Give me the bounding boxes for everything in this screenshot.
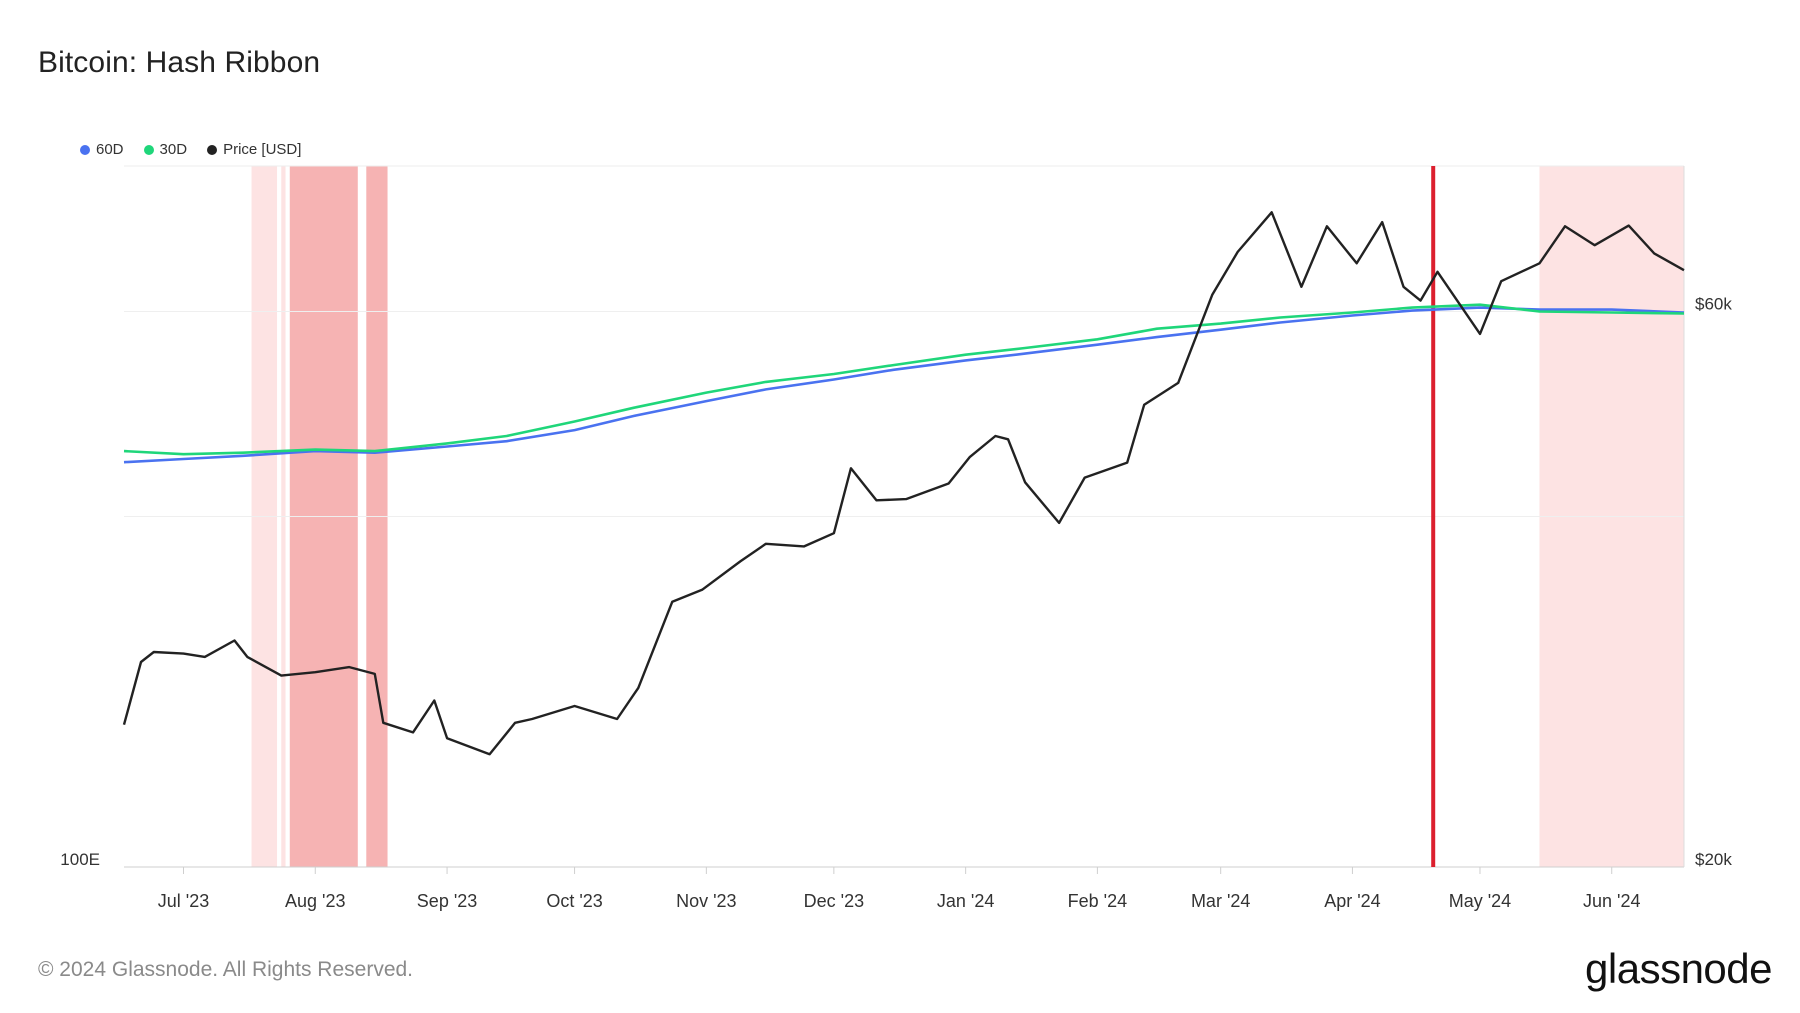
legend-item-30d[interactable]: 30D xyxy=(143,141,188,158)
right-axis-tick-label: $60k xyxy=(1695,294,1732,313)
left-axis-tick-label: 100E xyxy=(60,850,100,869)
legend-swatch-price xyxy=(207,144,218,155)
glassnode-logo[interactable]: glassnode xyxy=(1585,945,1772,992)
grid-lines xyxy=(124,165,1685,868)
y-axes: 100E $20k $60k xyxy=(60,294,1732,869)
x-tick-label: Aug '23 xyxy=(285,891,346,911)
x-tick-label: Nov '23 xyxy=(676,891,736,911)
page-title: Bitcoin: Hash Ribbon xyxy=(38,46,321,79)
x-tick-label: May '24 xyxy=(1449,891,1511,911)
chart-legend: 60D 30D Price [USD] xyxy=(80,141,301,158)
series-lines xyxy=(122,211,1685,756)
x-tick-label: Oct '23 xyxy=(546,891,602,911)
right-axis-tick-label: $20k xyxy=(1695,850,1732,869)
series-line-60d xyxy=(123,306,1685,464)
copyright-notice: © 2024 Glassnode. All Rights Reserved. xyxy=(38,958,414,981)
legend-item-60d[interactable]: 60D xyxy=(80,141,124,158)
series-line-30d xyxy=(123,303,1685,456)
x-tick-label: Jun '24 xyxy=(1583,891,1640,911)
legend-label-30d: 30D xyxy=(159,141,188,158)
series-line-price-usd xyxy=(122,211,1685,756)
x-tick-label: Apr '24 xyxy=(1324,891,1380,911)
legend-swatch-60d xyxy=(80,144,90,155)
legend-label-price: Price [USD] xyxy=(223,141,302,158)
legend-label-60d: 60D xyxy=(96,141,124,158)
x-tick-label: Sep '23 xyxy=(417,891,478,911)
x-axis: Jul '23 Aug '23 Sep '23 Oct '23 Nov '23 Dec '… xyxy=(158,867,1640,911)
legend-swatch-30d xyxy=(143,144,154,155)
x-tick-label: Jul '23 xyxy=(158,891,209,911)
x-tick-label: Mar '24 xyxy=(1191,891,1250,911)
x-tick-label: Jan '24 xyxy=(937,891,994,911)
legend-item-price[interactable]: Price [USD] xyxy=(207,141,301,158)
x-tick-label: Feb '24 xyxy=(1068,891,1127,911)
x-tick-label: Dec '23 xyxy=(804,891,864,911)
